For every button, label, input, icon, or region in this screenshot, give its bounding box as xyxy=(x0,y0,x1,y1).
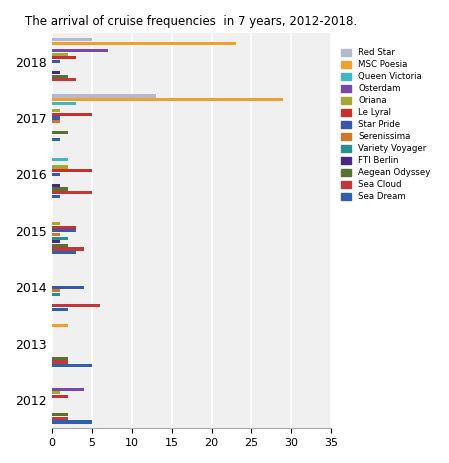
Bar xyxy=(52,229,75,232)
Bar xyxy=(52,391,60,394)
Bar xyxy=(52,94,155,98)
Bar xyxy=(52,420,92,424)
Bar xyxy=(52,165,68,169)
Bar xyxy=(52,131,68,134)
Bar xyxy=(52,56,75,60)
Bar xyxy=(52,53,68,56)
Bar xyxy=(52,102,75,105)
Bar xyxy=(52,78,75,81)
Bar xyxy=(52,71,60,74)
Bar xyxy=(52,60,60,63)
Bar xyxy=(52,191,92,194)
Bar xyxy=(52,184,60,187)
Bar xyxy=(52,293,60,296)
Bar xyxy=(52,222,60,225)
Bar xyxy=(52,75,68,78)
Bar xyxy=(52,158,68,162)
Bar xyxy=(52,98,283,101)
Bar xyxy=(52,138,60,142)
Bar xyxy=(52,237,68,240)
Bar xyxy=(52,388,84,391)
Bar xyxy=(52,188,68,191)
Bar xyxy=(52,364,92,367)
Title: The arrival of cruise frequencies  in 7 years, 2012-2018.: The arrival of cruise frequencies in 7 y… xyxy=(26,15,357,28)
Bar xyxy=(52,286,84,289)
Bar xyxy=(52,116,60,119)
Bar xyxy=(52,360,68,363)
Bar xyxy=(52,357,68,360)
Bar xyxy=(52,49,108,52)
Bar xyxy=(52,251,75,254)
Bar xyxy=(52,173,60,176)
Legend: Red Star, MSC Poesia, Queen Victoria, Osterdam, Oriana, Le Lyral, Star Pride, Se: Red Star, MSC Poesia, Queen Victoria, Os… xyxy=(339,45,433,204)
Bar xyxy=(52,120,60,123)
Bar xyxy=(52,417,68,420)
Bar xyxy=(52,244,68,247)
Bar xyxy=(52,233,60,236)
Bar xyxy=(52,109,60,112)
Bar xyxy=(52,247,84,250)
Bar xyxy=(52,42,236,45)
Bar xyxy=(52,413,68,416)
Bar xyxy=(52,307,68,311)
Bar xyxy=(52,289,60,293)
Bar xyxy=(52,169,92,172)
Bar xyxy=(52,304,100,307)
Bar xyxy=(52,324,68,327)
Bar xyxy=(52,240,60,244)
Bar xyxy=(52,194,60,198)
Bar xyxy=(52,38,92,41)
Bar xyxy=(52,113,92,116)
Bar xyxy=(52,395,68,398)
Bar xyxy=(52,225,75,229)
